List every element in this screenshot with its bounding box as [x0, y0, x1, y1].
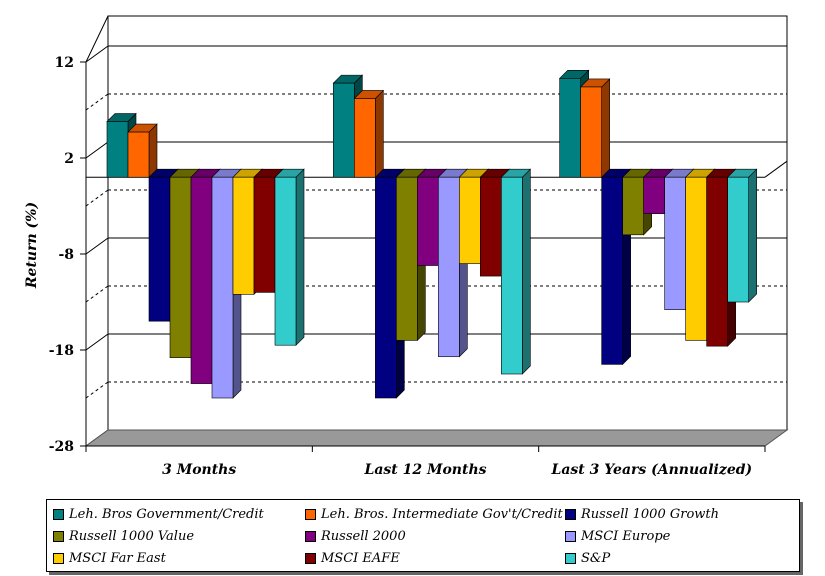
- y-tick-label: 2: [64, 151, 74, 167]
- legend-item: Russell 2000: [305, 526, 565, 546]
- bar-front: [274, 176, 297, 346]
- y-tick-label: -28: [49, 439, 74, 455]
- bar-front: [148, 176, 171, 322]
- legend-label: MSCI EAFE: [321, 550, 400, 566]
- y-tick-label: 12: [55, 55, 74, 71]
- legend-item: MSCI Far East: [53, 548, 305, 568]
- bar: [726, 168, 758, 303]
- side-wall: [85, 15, 109, 447]
- bar-front: [580, 86, 602, 178]
- bar-side: [295, 168, 305, 346]
- legend-label: S&P: [581, 550, 611, 566]
- bar-front: [417, 176, 439, 266]
- bar: [127, 123, 158, 178]
- side-gridline: [85, 93, 109, 111]
- bar-front: [127, 131, 150, 178]
- bar-side: [748, 168, 757, 303]
- side-gridline: [85, 189, 109, 207]
- legend-label: Russell 1000 Growth: [581, 506, 720, 522]
- legend-swatch: [53, 530, 64, 542]
- legend-item: S&P: [565, 548, 801, 568]
- legend-swatch: [305, 508, 316, 520]
- x-category-label: Last 12 Months: [363, 462, 486, 478]
- bar-front: [622, 176, 644, 236]
- legend-label: MSCI Far East: [69, 550, 166, 566]
- bar: [274, 168, 305, 346]
- side-gridline: [85, 237, 109, 255]
- side-gridline: [85, 45, 109, 63]
- floor: [84, 429, 789, 447]
- bar-side: [601, 78, 610, 178]
- legend-label: Leh. Bros. Intermediate Gov't/Credit: [321, 506, 563, 522]
- bar-front: [664, 176, 686, 310]
- bar-front: [106, 121, 129, 178]
- bar-front: [232, 176, 255, 295]
- bar-side: [522, 168, 531, 375]
- axes: 12 2 -8 -18 -28 3 Months Last 12 Months Last 3 …: [49, 55, 766, 478]
- bar: [500, 168, 532, 375]
- side-gridline: [85, 381, 109, 399]
- y-tick-label: -8: [58, 247, 74, 263]
- legend-swatch: [53, 508, 64, 520]
- bar-front: [438, 176, 460, 358]
- y-axis-label: Return (%): [24, 202, 40, 289]
- bar: [579, 78, 611, 178]
- legend-grid: Leh. Bros Government/Credit Leh. Bros. In…: [53, 504, 799, 568]
- bar-front: [559, 78, 581, 178]
- bar-chart: 12 2 -8 -18 -28 3 Months Last 12 Months Last 3 …: [24, 15, 789, 478]
- bar-front: [169, 176, 192, 358]
- legend: Leh. Bros Government/Credit Leh. Bros. In…: [46, 499, 800, 572]
- bar-front: [601, 176, 623, 365]
- legend-item: Russell 1000 Value: [53, 526, 305, 546]
- legend-item: Russell 1000 Growth: [565, 504, 801, 524]
- legend-item: Leh. Bros Government/Credit: [53, 504, 305, 524]
- bar-front: [375, 176, 397, 399]
- bar-front: [253, 176, 276, 293]
- bars: [106, 69, 758, 399]
- x-category-label: 3 Months: [162, 462, 236, 478]
- legend-label: Leh. Bros Government/Credit: [69, 506, 264, 522]
- legend-label: Russell 1000 Value: [69, 528, 195, 544]
- bar-front: [727, 176, 749, 303]
- legend-swatch: [565, 530, 576, 542]
- legend-item: Leh. Bros. Intermediate Gov't/Credit: [305, 504, 565, 524]
- bar-front: [354, 98, 376, 178]
- side-gridline: [85, 333, 109, 351]
- bar-front: [480, 176, 502, 277]
- legend-swatch: [565, 508, 576, 520]
- bar-front: [190, 176, 213, 384]
- bar-front: [706, 176, 728, 347]
- legend-label: MSCI Europe: [581, 528, 671, 544]
- legend-item: MSCI EAFE: [305, 548, 565, 568]
- side-gridline: [85, 141, 109, 159]
- side-gridline: [85, 285, 109, 303]
- x-category-label: Last 3 Years (Annualized): [551, 462, 753, 478]
- zero-line-depth: [764, 160, 788, 178]
- legend-swatch: [305, 530, 316, 542]
- legend-label: Russell 2000: [321, 528, 406, 544]
- legend-item: MSCI Europe: [565, 526, 801, 546]
- legend-swatch: [565, 552, 576, 564]
- y-tick-label: -18: [49, 343, 74, 359]
- bar-side: [375, 89, 384, 178]
- legend-swatch: [305, 552, 316, 564]
- bar-front: [643, 176, 665, 214]
- bar-front: [333, 82, 355, 178]
- legend-swatch: [53, 552, 64, 564]
- bar-front: [459, 176, 481, 264]
- bar-side: [148, 123, 158, 178]
- bar-front: [396, 176, 418, 341]
- bar: [353, 89, 385, 178]
- bar-front: [685, 176, 707, 341]
- bar-front: [501, 176, 523, 375]
- bar-front: [211, 176, 234, 399]
